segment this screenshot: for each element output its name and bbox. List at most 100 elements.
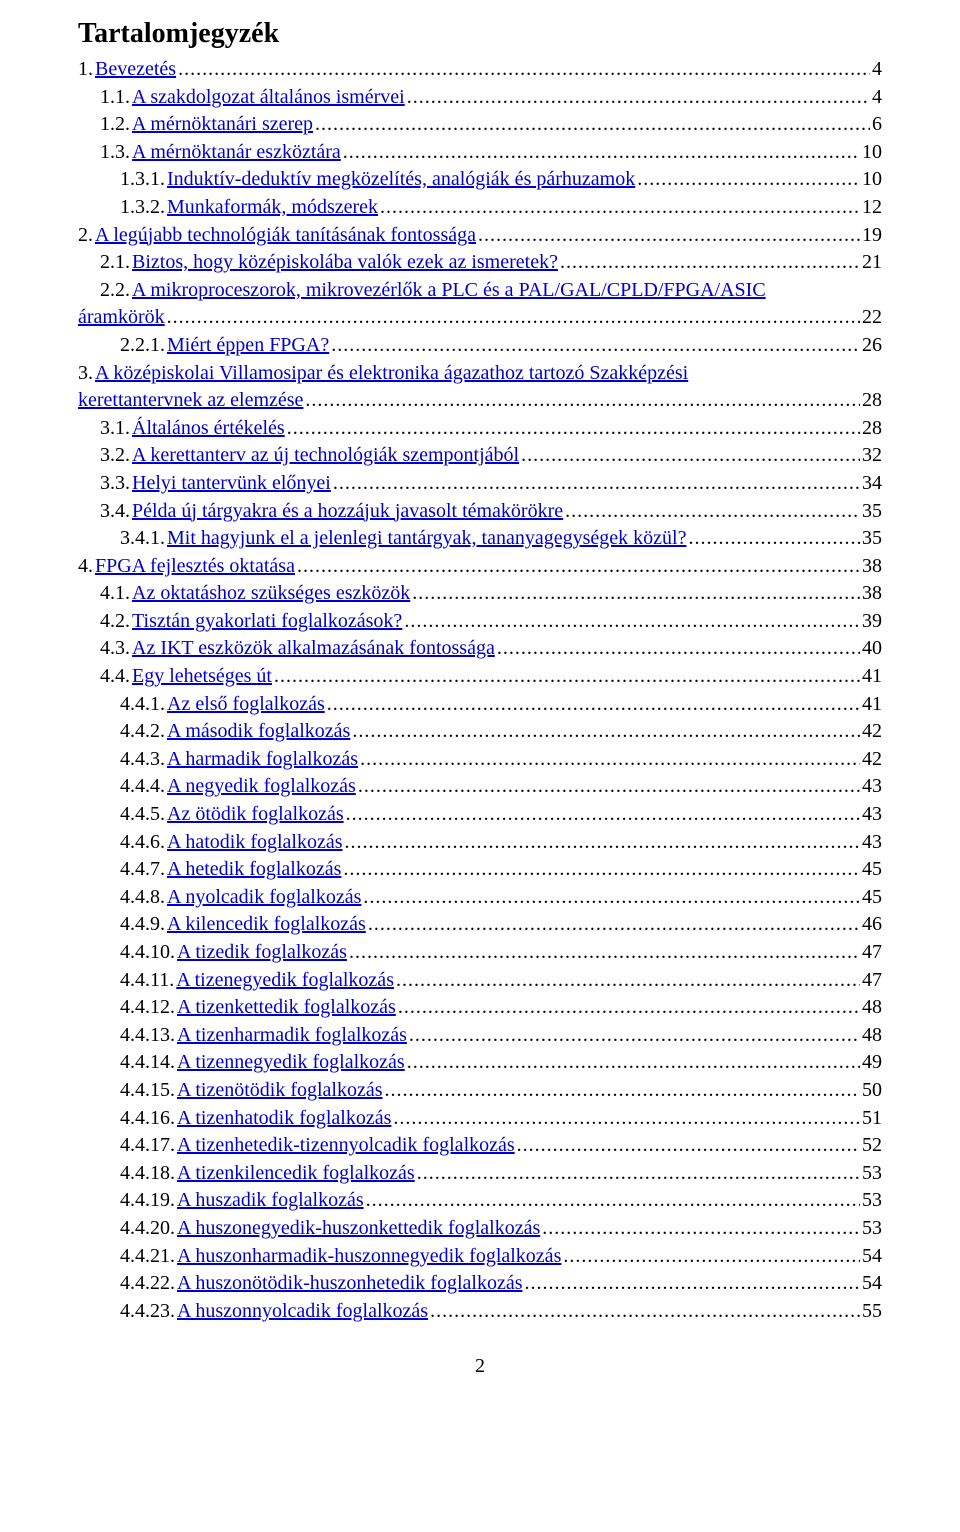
toc-entry[interactable]: 3.2. A kerettanterv az új technológiák s… (78, 442, 882, 470)
toc-leader (167, 304, 860, 332)
toc-entry[interactable]: 4.4.3. A harmadik foglalkozás42 (78, 746, 882, 774)
toc-entry[interactable]: 1.3. A mérnöktanár eszköztára10 (78, 139, 882, 167)
toc-entry[interactable]: 4.4.23. A huszonnyolcadik foglalkozás55 (78, 1298, 882, 1326)
toc-entry[interactable]: 1.3.2. Munkaformák, módszerek 12 (78, 194, 882, 222)
toc-entry-label: A középiskolai Villamosipar és elektroni… (95, 360, 688, 388)
toc-leader (396, 967, 860, 995)
toc-entry-page: 4 (872, 56, 882, 84)
toc-entry[interactable]: 3.1. Általános értékelés28 (78, 415, 882, 443)
toc-entry-page: 34 (862, 470, 882, 498)
toc-entry[interactable]: 1.2. A mérnöktanári szerep6 (78, 111, 882, 139)
toc-entry-page: 43 (862, 801, 882, 829)
toc-entry-label: A tizenkilencedik foglalkozás (177, 1160, 415, 1188)
toc-entry-label: Tisztán gyakorlati foglalkozások? (132, 608, 402, 636)
toc-entry[interactable]: 4.4.13. A tizenharmadik foglalkozás48 (78, 1022, 882, 1050)
toc-entry[interactable]: 4. FPGA fejlesztés oktatása38 (78, 553, 882, 581)
toc-entry[interactable]: 4.4.16. A tizenhatodik foglalkozás51 (78, 1105, 882, 1133)
toc-entry-page: 55 (862, 1298, 882, 1326)
toc-entry-label: Az IKT eszközök alkalmazásának fontosság… (132, 635, 495, 663)
toc-entry-number: 4.4.22. (120, 1270, 175, 1298)
toc-entry-number: 3.3. (100, 470, 130, 498)
toc-entry-label: Az első foglalkozás (167, 691, 325, 719)
toc-entry[interactable]: 2.2.1. Miért éppen FPGA?26 (78, 332, 882, 360)
toc-entry[interactable]: 1. Bevezetés4 (78, 56, 882, 84)
toc-entry-continuation[interactable]: kerettantervnek az elemzése28 (78, 387, 882, 415)
toc-entry[interactable]: 4.4.7. A hetedik foglalkozás45 (78, 856, 882, 884)
toc-entry-label: Munkaformák, módszerek (167, 194, 378, 222)
toc-entry-page: 50 (862, 1077, 882, 1105)
toc-entry-number: 4.4.16. (120, 1105, 175, 1133)
toc-entry[interactable]: 4.4.5. Az ötödik foglalkozás43 (78, 801, 882, 829)
toc-entry-number: 2.1. (100, 249, 130, 277)
toc-entry[interactable]: 4.4.15. A tizenötödik foglalkozás50 (78, 1077, 882, 1105)
toc-entry-label: A legújabb technológiák tanításának font… (95, 222, 476, 250)
toc-entry-label: Az oktatáshoz szükséges eszközök (132, 580, 410, 608)
toc-entry[interactable]: 3.4.1. Mit hagyjunk el a jelenlegi tantá… (78, 525, 882, 553)
toc-entry[interactable]: 4.3. Az IKT eszközök alkalmazásának font… (78, 635, 882, 663)
toc-entry[interactable]: 4.4. Egy lehetséges út41 (78, 663, 882, 691)
toc-leader (343, 139, 860, 167)
toc-leader (315, 111, 870, 139)
toc-entry[interactable]: 4.4.14. A tizennegyedik foglalkozás49 (78, 1049, 882, 1077)
toc-leader (497, 635, 860, 663)
toc-entry-label: FPGA fejlesztés oktatása (95, 553, 295, 581)
toc-entry-label: A tizenharmadik foglalkozás (177, 1022, 407, 1050)
toc-entry-page: 47 (862, 967, 882, 995)
toc-entry-page: 45 (862, 884, 882, 912)
toc-entry[interactable]: 4.4.11. A tizenegyedik foglalkozás47 (78, 967, 882, 995)
toc-entry[interactable]: 2.1. Biztos, hogy középiskolába valók ez… (78, 249, 882, 277)
toc-entry[interactable]: 4.4.12. A tizenkettedik foglalkozás48 (78, 994, 882, 1022)
toc-entry-page: 12 (862, 194, 882, 222)
toc-entry-number: 4.4.9. (120, 911, 165, 939)
toc-entry[interactable]: 4.4.18. A tizenkilencedik foglalkozás53 (78, 1160, 882, 1188)
toc-entry-number: 4.4.19. (120, 1187, 175, 1215)
toc-entry[interactable]: 4.4.6. A hatodik foglalkozás43 (78, 829, 882, 857)
toc-entry-label: A tizenkettedik foglalkozás (177, 994, 396, 1022)
toc-entry-number: 1.3.2. (120, 194, 165, 222)
toc-entry-label: Az ötödik foglalkozás (167, 801, 344, 829)
toc-entry[interactable]: 3.4. Példa új tárgyakra és a hozzájuk ja… (78, 498, 882, 526)
toc-entry-label: Mit hagyjunk el a jelenlegi tantárgyak, … (167, 525, 686, 553)
toc-entry[interactable]: 3.3. Helyi tantervünk előnyei34 (78, 470, 882, 498)
toc-entry-page: 4 (872, 84, 882, 112)
toc-entry[interactable]: 4.4.20. A huszonegyedik-huszonkettedik f… (78, 1215, 882, 1243)
toc-entry-label: Biztos, hogy középiskolába valók ezek az… (132, 249, 558, 277)
toc-leader (417, 1160, 860, 1188)
toc-entry[interactable]: 4.4.22. A huszonötödik-huszonhetedik fog… (78, 1270, 882, 1298)
toc-leader (178, 56, 870, 84)
toc-entry[interactable]: 4.4.9. A kilencedik foglalkozás46 (78, 911, 882, 939)
toc-entry-page: 38 (862, 580, 882, 608)
toc-entry-continuation[interactable]: áramkörök22 (78, 304, 882, 332)
toc-entry-label: A huszonharmadik-huszonnegyedik foglalko… (177, 1243, 561, 1271)
toc-entry-label: A tizenhatodik foglalkozás (177, 1105, 391, 1133)
toc-entry-number: 1.2. (100, 111, 130, 139)
toc-entry[interactable]: 2. A legújabb technológiák tanításának f… (78, 222, 882, 250)
toc-leader (430, 1298, 860, 1326)
toc-entry-number: 4.4.17. (120, 1132, 175, 1160)
toc-entry-number: 4.4.12. (120, 994, 175, 1022)
toc-entry[interactable]: 4.4.21. A huszonharmadik-huszonnegyedik … (78, 1243, 882, 1271)
toc-entry[interactable]: 4.4.4. A negyedik foglalkozás43 (78, 773, 882, 801)
toc-entry-number: 4.4.23. (120, 1298, 175, 1326)
toc-entry[interactable]: 4.4.10. A tizedik foglalkozás47 (78, 939, 882, 967)
toc-entry-number: 4.4.14. (120, 1049, 175, 1077)
toc-entry[interactable]: 4.1. Az oktatáshoz szükséges eszközök38 (78, 580, 882, 608)
toc-entry[interactable]: 3. A középiskolai Villamosipar és elektr… (78, 360, 882, 388)
toc-entry[interactable]: 2.2. A mikroproceszorok, mikrovezérlők a… (78, 277, 882, 305)
toc-entry[interactable]: 4.4.19. A huszadik foglalkozás53 (78, 1187, 882, 1215)
toc-leader (305, 387, 860, 415)
toc-entry-page: 35 (862, 498, 882, 526)
toc-entry[interactable]: 4.4.1. Az első foglalkozás41 (78, 691, 882, 719)
toc-entry-page: 54 (862, 1243, 882, 1271)
toc-entry-number: 2.2.1. (120, 332, 165, 360)
toc-entry[interactable]: 4.4.2. A második foglalkozás42 (78, 718, 882, 746)
toc-entry[interactable]: 1.3.1. Induktív-deduktív megközelítés, a… (78, 166, 882, 194)
toc-entry[interactable]: 4.2. Tisztán gyakorlati foglalkozások?39 (78, 608, 882, 636)
toc-entry[interactable]: 4.4.17. A tizenhetedik-tizennyolcadik fo… (78, 1132, 882, 1160)
toc-entry[interactable]: 1.1. A szakdolgozat általános ismérvei4 (78, 84, 882, 112)
toc-entry-number: 4.4.7. (120, 856, 165, 884)
toc-entry-page: 53 (862, 1187, 882, 1215)
toc-entry-number: 4.4.11. (120, 967, 174, 995)
toc-entry[interactable]: 4.4.8. A nyolcadik foglalkozás45 (78, 884, 882, 912)
toc-entry-number: 1. (78, 56, 93, 84)
